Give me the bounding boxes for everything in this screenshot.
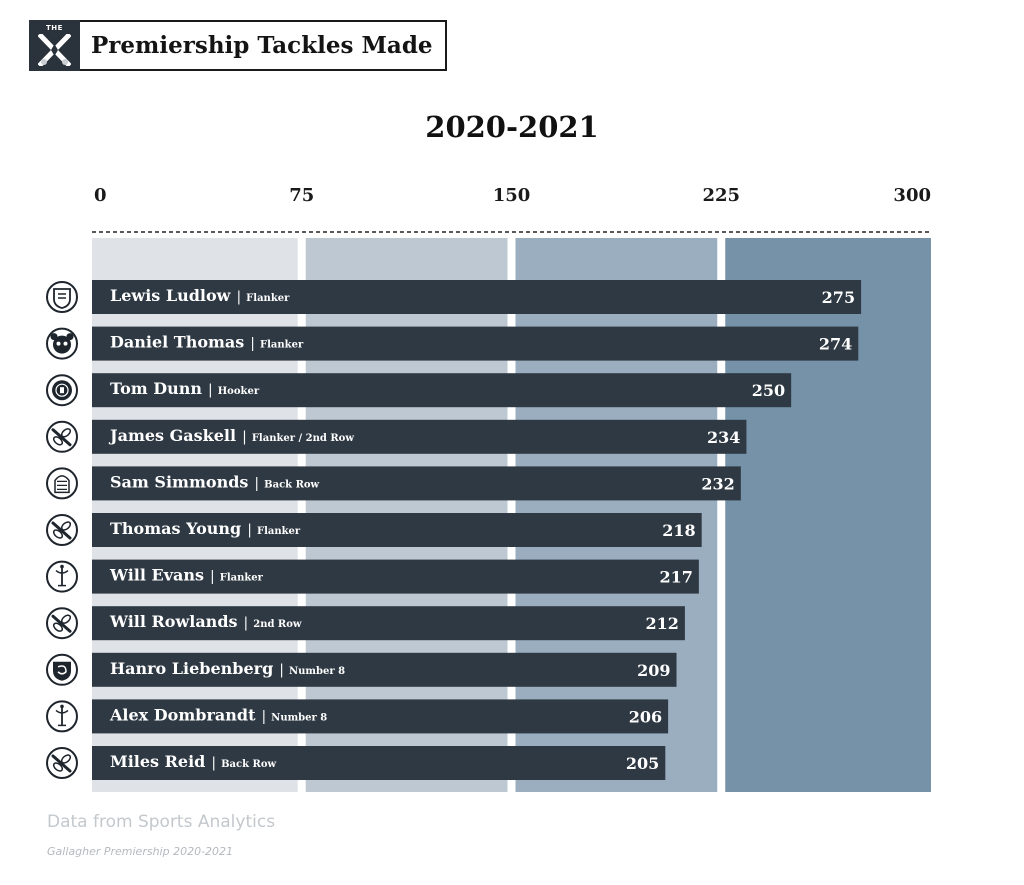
range-band xyxy=(725,238,931,792)
bar xyxy=(92,280,862,314)
bar-player-label: Miles Reid | Back Row xyxy=(110,752,277,771)
x-tick-label: 150 xyxy=(493,185,531,206)
bar-value-label: 209 xyxy=(637,661,670,680)
bar-player-label: Thomas Young | Flanker xyxy=(110,519,301,538)
bar-value-label: 217 xyxy=(659,568,692,587)
bar xyxy=(92,606,685,641)
bar-value-label: 212 xyxy=(645,614,678,633)
wasps-icon xyxy=(46,747,78,779)
page-title: Premiership Tackles Made xyxy=(91,32,433,59)
bar-player-label: Hanro Liebenberg | Number 8 xyxy=(110,659,345,678)
crossed-swords-icon xyxy=(38,34,71,66)
leicester-crest-icon xyxy=(46,653,78,686)
harlequins-jester-icon xyxy=(46,700,78,733)
chart-title: 2020-2021 xyxy=(425,110,599,144)
tackles-bar-chart: 0 75 150 225 300 Lewis Ludlow | Flanker 275 Danie… xyxy=(46,185,931,792)
harlequins-jester-icon xyxy=(46,560,78,593)
bar-value-label: 250 xyxy=(752,381,785,400)
competition-note: Gallagher Premiership 2020-2021 xyxy=(47,845,234,858)
bar xyxy=(92,466,741,501)
x-tick-label: 225 xyxy=(702,185,740,206)
wasps-icon xyxy=(46,420,78,453)
data-source-note: Data from Sports Analytics xyxy=(47,812,276,832)
bar-value-label: 205 xyxy=(626,754,659,773)
bar-value-label: 274 xyxy=(819,335,852,354)
header-banner: THE Premiership Tackles Made xyxy=(29,20,447,71)
bar-value-label: 206 xyxy=(629,707,662,726)
x-tick-label: 75 xyxy=(289,185,314,206)
bar-player-label: Tom Dunn | Hooker xyxy=(110,379,260,398)
bar xyxy=(92,746,666,780)
bar-player-label: Alex Dombrandt | Number 8 xyxy=(109,705,327,724)
bar-player-label: Daniel Thomas | Flanker xyxy=(110,333,304,352)
bar-player-label: James Gaskell | Flanker / 2nd Row xyxy=(108,426,354,445)
gloucester-crest-icon xyxy=(46,281,78,313)
bar-value-label: 232 xyxy=(701,474,734,493)
wasps-icon xyxy=(46,514,78,546)
exeter-chief-icon xyxy=(46,467,78,500)
bar-player-label: Will Rowlands | 2nd Row xyxy=(109,612,302,631)
x-tick-label: 300 xyxy=(893,185,931,206)
x-tick-label: 0 xyxy=(94,185,107,206)
bar xyxy=(92,559,699,594)
bar-value-label: 234 xyxy=(707,428,740,447)
logo-text: THE xyxy=(46,24,63,32)
wasps-icon xyxy=(46,607,78,640)
bar-value-label: 275 xyxy=(822,288,855,307)
bristol-bear-icon xyxy=(46,327,78,360)
brand-logo: THE xyxy=(29,20,80,71)
bar-player-label: Lewis Ludlow | Flanker xyxy=(110,286,290,305)
bar-value-label: 218 xyxy=(662,521,695,540)
bar-player-label: Sam Simmonds | Back Row xyxy=(110,472,320,491)
bath-crest-icon xyxy=(46,374,78,407)
bar xyxy=(92,326,859,361)
bar xyxy=(92,699,669,734)
bar xyxy=(92,652,677,687)
bar xyxy=(92,513,702,547)
bar-player-label: Will Evans | Flanker xyxy=(109,566,264,585)
bar xyxy=(92,419,747,454)
bar xyxy=(92,373,792,408)
